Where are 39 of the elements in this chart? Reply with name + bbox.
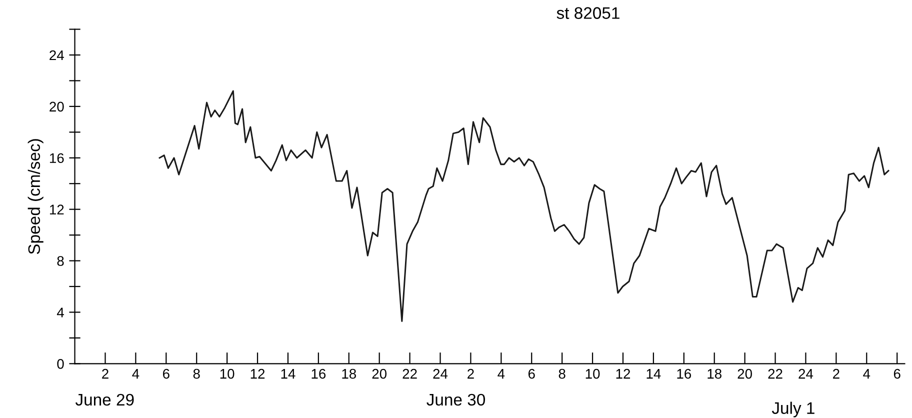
x-tick-label: 20 — [738, 368, 752, 379]
y-tick-label: 12 — [50, 204, 64, 214]
x-tick-label: 22 — [768, 368, 782, 379]
text: June 30 — [426, 394, 486, 406]
y-tick-label: 0 — [57, 358, 64, 369]
x-tick-label: 16 — [677, 368, 692, 379]
chart-title: st 82051 — [556, 7, 620, 19]
x-tick-label: 2 — [833, 368, 840, 379]
y-axis-title: Speed (cm/sec) — [28, 139, 44, 254]
y-tick-label: 24 — [50, 50, 64, 60]
y-tick-label: 16 — [50, 153, 64, 164]
x-tick-label: 2 — [102, 368, 108, 379]
x-tick-label: 18 — [342, 368, 356, 379]
x-tick-label: 14 — [646, 369, 661, 379]
x-tick-label: 14 — [281, 369, 296, 379]
x-tick-label: 10 — [586, 368, 600, 379]
x-tick-label: 12 — [250, 368, 265, 379]
x-tick-label: 12 — [616, 368, 630, 379]
x-tick-label: 4 — [863, 369, 870, 379]
y-tick-label: 20 — [50, 102, 64, 112]
x-tick-label: 8 — [193, 368, 200, 379]
x-tick-label: 8 — [558, 368, 566, 379]
x-tick-label: 24 — [433, 368, 448, 379]
x-tick-label: 4 — [498, 369, 505, 379]
x-tick-label: 6 — [528, 368, 535, 379]
x-tick-label: 24 — [798, 368, 814, 379]
y-tick-label: 8 — [57, 256, 64, 266]
x-tick-label: 22 — [402, 368, 417, 379]
x-tick-label: 6 — [894, 368, 900, 379]
y-tick-label: 4 — [56, 308, 64, 318]
x-tick-label: 4 — [132, 369, 140, 379]
x-tick-label: 10 — [220, 368, 234, 379]
text: July 1 — [772, 402, 814, 418]
x-tick-label: 20 — [372, 368, 387, 379]
x-tick-label: 6 — [162, 368, 170, 379]
text: June 29 — [75, 394, 134, 406]
x-tick-label: 2 — [468, 368, 474, 379]
x-tick-label: 18 — [708, 368, 722, 379]
x-tick-label: 16 — [312, 368, 326, 379]
